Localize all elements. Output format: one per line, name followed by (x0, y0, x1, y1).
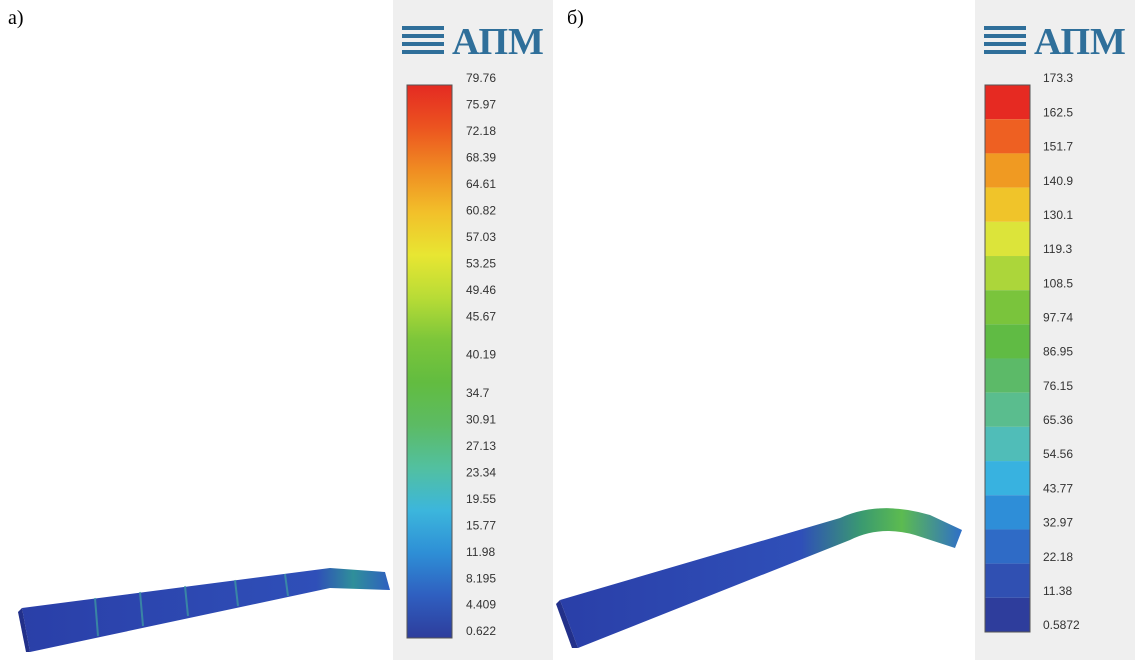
tick-label: 72.18 (466, 124, 496, 138)
color-band (985, 461, 1030, 495)
tick-label: 27.13 (466, 439, 496, 453)
color-bar (407, 85, 452, 638)
tick-label: 151.7 (1043, 140, 1073, 154)
color-band (985, 222, 1030, 256)
beam (18, 568, 390, 652)
tick-label: 23.34 (466, 465, 496, 479)
color-band (985, 564, 1030, 598)
tick-label: 0.5872 (1043, 618, 1080, 632)
logo: АПМ (1034, 21, 1126, 63)
color-band (985, 119, 1030, 153)
tick-label: 130.1 (1043, 208, 1073, 222)
tick-label: 173.3 (1043, 71, 1073, 85)
tick-label: 60.82 (466, 204, 496, 218)
tick-label: 64.61 (466, 177, 496, 191)
tick-label: 79.76 (466, 71, 496, 85)
color-band (985, 256, 1030, 290)
tick-label: 8.195 (466, 571, 496, 585)
tick-label: 30.91 (466, 413, 496, 427)
tick-label: 15.77 (466, 518, 496, 532)
color-band (985, 529, 1030, 563)
tick-label: 140.9 (1043, 174, 1073, 188)
color-band (985, 495, 1030, 529)
tick-label: 32.97 (1043, 516, 1073, 530)
panel-label: б) (567, 7, 584, 29)
color-band (985, 85, 1030, 119)
color-band (985, 188, 1030, 222)
tick-label: 108.5 (1043, 276, 1073, 290)
tick-label: 11.38 (1043, 584, 1072, 598)
color-band (985, 153, 1030, 187)
tick-label: 53.25 (466, 256, 496, 270)
figure: а) АПМ б) АПМ 79.76 75.97 72.18 68.39 64.61 6… (0, 0, 1135, 660)
color-band (985, 393, 1030, 427)
tick-label: 119.3 (1043, 242, 1072, 256)
tick-label: 45.67 (466, 309, 496, 323)
tick-label: 19.55 (466, 492, 496, 506)
tick-label: 49.46 (466, 283, 496, 297)
tick-label: 65.36 (1043, 413, 1073, 427)
tick-label: 11.98 (466, 545, 495, 559)
color-band (985, 358, 1030, 392)
color-band (985, 290, 1030, 324)
tick-label: 162.5 (1043, 105, 1073, 119)
tick-label: 75.97 (466, 98, 496, 112)
logo: АПМ (452, 21, 544, 63)
tick-label: 34.7 (466, 386, 490, 400)
tick-label: 68.39 (466, 151, 496, 165)
tick-label: 76.15 (1043, 379, 1073, 393)
panel-label: а) (8, 7, 24, 29)
color-band (985, 598, 1030, 632)
tick-label: 86.95 (1043, 345, 1073, 359)
tick-label: 57.03 (466, 230, 496, 244)
tick-label: 97.74 (1043, 310, 1073, 324)
tick-label: 40.19 (466, 348, 496, 362)
tick-label: 22.18 (1043, 550, 1073, 564)
tick-label: 4.409 (466, 598, 496, 612)
color-band (985, 324, 1030, 358)
tick-label: 43.77 (1043, 481, 1073, 495)
beam (556, 508, 962, 648)
color-band (985, 427, 1030, 461)
tick-label: 0.622 (466, 624, 496, 638)
tick-label: 54.56 (1043, 447, 1073, 461)
